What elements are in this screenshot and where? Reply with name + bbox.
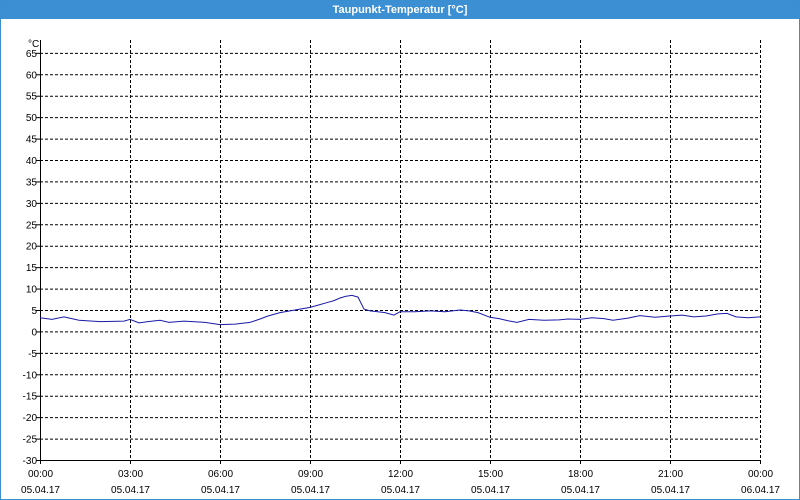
- window-title: Taupunkt-Temperatur [°C]: [1, 1, 799, 19]
- x-tick-date: 05.04.17: [381, 485, 420, 496]
- series-line: [39, 294, 761, 326]
- y-tick-label: -15: [23, 392, 38, 403]
- y-tick-label: -10: [23, 370, 38, 381]
- y-tick-label: -30: [23, 456, 38, 467]
- y-tick-label: 25: [26, 220, 38, 231]
- x-tick-date: 05.04.17: [21, 485, 60, 496]
- x-tick-date: 06.04.17: [741, 485, 780, 496]
- y-tick-label: 50: [26, 113, 38, 124]
- y-tick-label: 5: [31, 306, 37, 317]
- x-tick-date: 05.04.17: [651, 485, 690, 496]
- y-tick-label: 10: [26, 285, 38, 296]
- y-tick-label: 30: [26, 199, 38, 210]
- y-tick-label: -5: [28, 349, 37, 360]
- chart-axes: [36, 40, 761, 464]
- x-tick-date: 05.04.17: [201, 485, 240, 496]
- y-tick-label: 40: [26, 156, 38, 167]
- x-tick-date: 05.04.17: [291, 485, 330, 496]
- y-unit-label: °C: [28, 39, 39, 50]
- x-tick-time: 03:00: [118, 469, 143, 480]
- x-tick-time: 06:00: [208, 469, 233, 480]
- x-tick-time: 00:00: [748, 469, 773, 480]
- x-tick-time: 15:00: [478, 469, 503, 480]
- y-tick-label: 35: [26, 177, 38, 188]
- x-tick-date: 05.04.17: [111, 485, 150, 496]
- chart-grid: [40, 40, 761, 460]
- y-tick-label: 45: [26, 135, 38, 146]
- x-tick-time: 00:00: [28, 469, 53, 480]
- x-tick-time: 12:00: [388, 469, 413, 480]
- x-axis-ticks: 00:00 05.04.17 03:00 05.04.17 06:00 05.04.17 0…: [21, 469, 780, 496]
- y-tick-label: -20: [23, 413, 38, 424]
- y-tick-label: 20: [26, 242, 38, 253]
- y-tick-label: 55: [26, 92, 38, 103]
- x-tick-time: 18:00: [568, 469, 593, 480]
- y-tick-label: 0: [31, 327, 37, 338]
- x-tick-time: 21:00: [658, 469, 683, 480]
- y-tick-label: -25: [23, 435, 38, 446]
- x-tick-date: 05.04.17: [471, 485, 510, 496]
- y-tick-label: 60: [26, 70, 38, 81]
- x-tick-time: 09:00: [298, 469, 323, 480]
- series-group: [39, 294, 761, 326]
- y-axis-ticks: 65605550454035302520151050-5-10-15-20-25…: [23, 49, 38, 467]
- x-tick-date: 05.04.17: [561, 485, 600, 496]
- y-tick-label: 65: [26, 49, 38, 60]
- y-tick-label: 15: [26, 263, 38, 274]
